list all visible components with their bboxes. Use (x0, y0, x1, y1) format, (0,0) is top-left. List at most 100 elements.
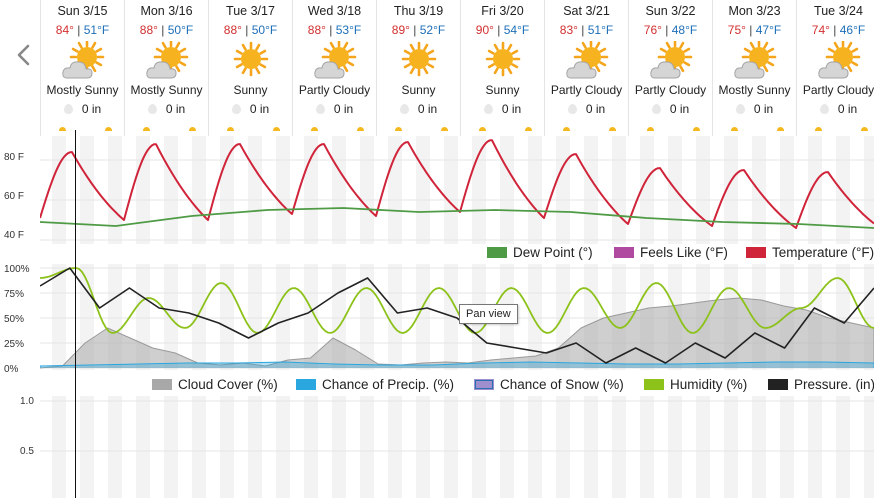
low-temp: 50°F (167, 23, 194, 37)
legend-temperature-label: Temperature (°F) (772, 245, 874, 260)
night-band (164, 396, 178, 498)
low-temp: 51°F (83, 23, 110, 37)
high-temp: 89° (391, 23, 410, 37)
day-column[interactable]: Tue 3/24 74° | 46°F Partly Cloudy 0 in (796, 0, 874, 136)
night-band (416, 396, 430, 498)
day-column[interactable]: Fri 3/20 90° | 54°F Sunny 0 in (460, 0, 544, 136)
partly-cloudy-icon (313, 39, 357, 81)
night-band (640, 396, 654, 498)
night-band (276, 136, 290, 244)
legend-dew-point[interactable]: Dew Point (°) (487, 245, 593, 260)
temp-separator: | (661, 23, 672, 37)
day-column[interactable]: Thu 3/19 89° | 52°F Sunny 0 in (376, 0, 460, 136)
sun-tick (609, 127, 616, 131)
night-band (108, 396, 122, 498)
day-precip: 0 in (209, 102, 292, 116)
night-band (584, 396, 598, 498)
legend-feels-like[interactable]: Feels Like (°F) (614, 245, 728, 260)
night-band (668, 396, 682, 498)
raindrop-icon (819, 104, 829, 114)
night-band (192, 136, 206, 244)
sun-tick (105, 127, 112, 131)
low-temp: 53°F (335, 23, 362, 37)
legend-chance-snow[interactable]: Chance of Snow (%) (474, 377, 624, 392)
chevron-left-icon (17, 44, 30, 66)
precip-chart[interactable] (40, 396, 874, 498)
night-band (248, 264, 262, 370)
day-precip-value: 0 in (333, 102, 354, 116)
humidity-line (39, 267, 874, 334)
precip-axis-label-05: 0.5 (20, 446, 34, 457)
day-column[interactable]: Sat 3/21 83° | 51°F Partly Cloudy 0 in (544, 0, 628, 136)
day-date: Mon 3/23 (728, 4, 781, 18)
legend-humidity[interactable]: Humidity (%) (644, 377, 747, 392)
day-date: Sun 3/22 (645, 4, 696, 18)
day-temps: 83° | 51°F (545, 23, 628, 37)
night-band (388, 136, 402, 244)
raindrop-icon (735, 104, 745, 114)
night-band (612, 396, 626, 498)
night-band (220, 396, 234, 498)
day-precip-value: 0 in (585, 102, 606, 116)
day-precip: 0 in (545, 102, 628, 116)
sun-tick (777, 127, 784, 131)
day-precip: 0 in (377, 102, 460, 116)
day-column[interactable]: Mon 3/23 75° | 47°F Mostly Sunny 0 in (712, 0, 796, 136)
temp-axis-label-40: 40 F (4, 230, 25, 241)
prev-days-button[interactable] (12, 42, 36, 68)
raindrop-icon (483, 104, 493, 114)
legend-humidity-label: Humidity (%) (670, 377, 748, 392)
day-column[interactable]: Wed 3/18 88° | 53°F Partly Cloudy 0 in (292, 0, 376, 136)
day-condition: Partly Cloudy (550, 83, 623, 97)
mostly-sunny-icon (145, 39, 189, 81)
legend-chance-precip[interactable]: Chance of Precip. (%) (296, 377, 454, 392)
raindrop-icon (399, 104, 409, 114)
temp-separator: | (409, 23, 420, 37)
precip-axis-label-1: 1.0 (20, 396, 34, 407)
legend-cloud-cover[interactable]: Cloud Cover (%) (152, 377, 278, 392)
partly-cloudy-icon (565, 39, 609, 81)
night-band (248, 136, 262, 244)
day-temps: 88° | 50°F (209, 23, 292, 37)
day-condition: Mostly Sunny (46, 83, 119, 97)
day-precip-value: 0 in (417, 102, 438, 116)
day-column[interactable]: Sun 3/15 84° | 51°F Mostly Sunny 0 in (40, 0, 124, 136)
day-condition: Sunny (233, 83, 268, 97)
night-band (248, 396, 262, 498)
legend-dew-point-label: Dew Point (°) (513, 245, 593, 260)
night-band (752, 396, 766, 498)
night-band (556, 396, 570, 498)
night-band (864, 136, 874, 244)
day-temps: 75° | 47°F (713, 23, 796, 37)
night-band (472, 396, 486, 498)
temp-axis-label-80: 80 F (4, 152, 25, 163)
temperature-chart[interactable] (39, 136, 874, 244)
low-temp: 52°F (419, 23, 446, 37)
mostly-sunny-icon (61, 39, 105, 81)
day-column[interactable]: Mon 3/16 88° | 50°F Mostly Sunny 0 in (124, 0, 208, 136)
sun-tick (311, 127, 318, 131)
day-column[interactable]: Sun 3/22 76° | 48°F Partly Cloudy 0 in (628, 0, 712, 136)
temperature-legend: Dew Point (°) Feels Like (°F) Temperatur… (0, 245, 874, 263)
day-date: Wed 3/18 (307, 4, 362, 18)
temp-separator: | (325, 23, 336, 37)
night-band (696, 396, 710, 498)
night-band (584, 136, 598, 244)
legend-pressure[interactable]: Pressure. (in) (768, 377, 874, 392)
night-band (276, 396, 290, 498)
day-column[interactable]: Tue 3/17 88° | 50°F Sunny 0 in (208, 0, 292, 136)
sun-tick (525, 127, 532, 131)
night-band (276, 264, 290, 370)
legend-temperature[interactable]: Temperature (°F) (746, 245, 874, 260)
high-temp: 88° (223, 23, 242, 37)
night-band (836, 136, 850, 244)
time-cursor-line[interactable] (75, 130, 76, 498)
day-precip: 0 in (713, 102, 796, 116)
low-temp: 47°F (755, 23, 782, 37)
raindrop-icon (63, 104, 73, 114)
humidity-chart[interactable] (39, 264, 874, 374)
humidity-legend: Cloud Cover (%) Chance of Precip. (%) Ch… (0, 377, 874, 395)
day-date: Thu 3/19 (393, 4, 444, 18)
night-band (864, 396, 874, 498)
